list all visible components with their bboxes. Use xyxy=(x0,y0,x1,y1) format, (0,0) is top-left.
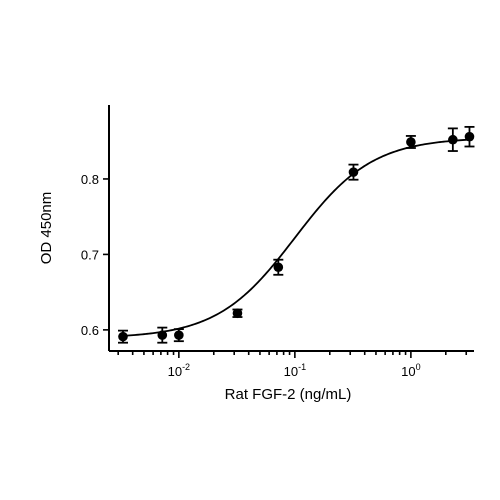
data-point-group xyxy=(348,163,359,181)
fit-curve xyxy=(122,138,470,337)
x-tick-label: 10-1 xyxy=(284,362,306,379)
x-tick-label: 10-2 xyxy=(168,362,190,379)
data-point xyxy=(448,134,458,145)
data-point xyxy=(464,131,475,142)
data-point-group xyxy=(157,326,168,344)
data-point-group xyxy=(464,125,475,148)
x-axis-ticks: 10-2 10-1 100 xyxy=(117,351,468,379)
data-point xyxy=(174,330,184,340)
data-point xyxy=(118,331,128,342)
data-point xyxy=(232,308,243,319)
data-point xyxy=(406,137,416,147)
data-point-group xyxy=(173,328,184,343)
data-point-group xyxy=(117,329,128,344)
y-axis-title: OD 450nm xyxy=(38,192,55,265)
data-point-group xyxy=(405,135,416,149)
data-point-group xyxy=(447,127,458,152)
y-tick-label: 0.6 xyxy=(81,323,99,338)
x-tick-label: 100 xyxy=(401,362,420,379)
y-axis-ticks: 0.6 0.7 0.8 xyxy=(81,172,109,338)
y-tick-label: 0.8 xyxy=(81,172,99,187)
data-point-group xyxy=(273,258,284,276)
y-tick-label: 0.7 xyxy=(81,247,99,262)
plot-area xyxy=(117,125,475,344)
x-axis-title: Rat FGF-2 (ng/mL) xyxy=(225,386,352,403)
data-point xyxy=(273,262,284,273)
data-point xyxy=(157,330,168,340)
data-point xyxy=(348,167,359,177)
data-point-group xyxy=(232,308,243,319)
data-points xyxy=(117,125,475,344)
